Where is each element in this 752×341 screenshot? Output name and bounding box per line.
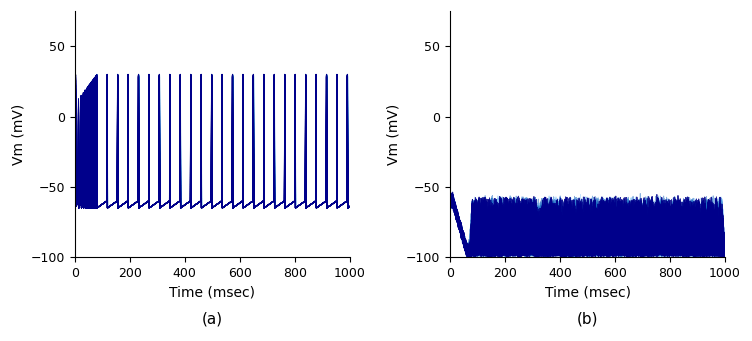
Text: (b): (b) bbox=[577, 311, 599, 326]
Y-axis label: Vm (mV): Vm (mV) bbox=[11, 103, 25, 165]
X-axis label: Time (msec): Time (msec) bbox=[169, 285, 255, 299]
Text: (a): (a) bbox=[202, 311, 223, 326]
X-axis label: Time (msec): Time (msec) bbox=[544, 285, 630, 299]
Y-axis label: Vm (mV): Vm (mV) bbox=[387, 103, 400, 165]
